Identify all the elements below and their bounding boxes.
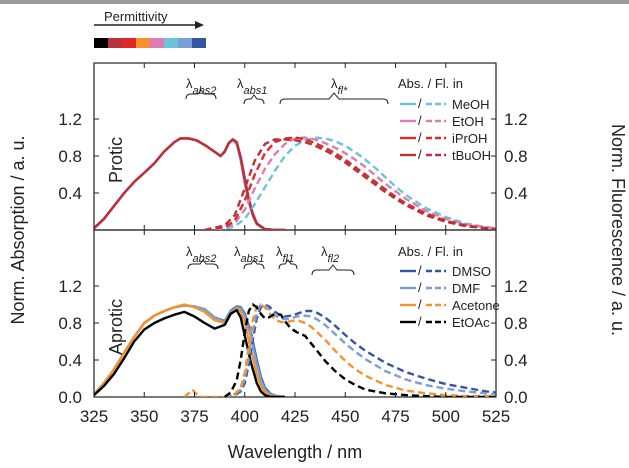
permittivity-swatch bbox=[136, 38, 150, 48]
legend-label: MeOH bbox=[452, 97, 490, 112]
brace-abs1-bottom bbox=[243, 259, 265, 270]
y-tick-label-right: 0.4 bbox=[504, 184, 528, 203]
x-tick-label: 525 bbox=[482, 407, 510, 426]
aprotic-panel-label: Aprotic bbox=[106, 299, 126, 355]
y-tick-label-left: 0.8 bbox=[58, 147, 82, 166]
legend-title-bottom: Abs. / Fl. in bbox=[398, 244, 463, 259]
legend-label: Acetone bbox=[452, 298, 500, 313]
legend-entry-meoh: / MeOH bbox=[400, 96, 490, 112]
legend-entry-etoh: / EtOH bbox=[400, 113, 484, 129]
brace-fl2-bottom bbox=[311, 264, 355, 276]
y-axis-label-left: Norm. Absorption / a. u. bbox=[8, 135, 28, 324]
legend-entry-acetone: / Acetone bbox=[400, 297, 500, 313]
legend-label: EtOAc bbox=[452, 315, 490, 330]
protic-annotations: λabs2 λabs1 λfl* bbox=[185, 76, 389, 105]
permittivity-swatch bbox=[192, 38, 206, 48]
permittivity-swatch bbox=[150, 38, 164, 48]
aprotic-legend-entries: / DMSO / DMF / Acetone / EtOAc bbox=[400, 263, 500, 330]
fluorescence-line-etoac bbox=[223, 303, 496, 397]
x-tick-label: 375 bbox=[180, 407, 208, 426]
legend-slash: / bbox=[418, 113, 422, 128]
brace-abs1-top bbox=[243, 94, 265, 105]
aprotic-plot bbox=[94, 303, 496, 397]
absorption-line-etoac bbox=[94, 308, 285, 397]
protic-panel-label: Protic bbox=[106, 137, 126, 183]
x-tick-label: 325 bbox=[80, 407, 108, 426]
legend-entry-tbuoh: / tBuOH bbox=[400, 147, 491, 163]
legend-entry-etoac: / EtOAc bbox=[400, 314, 490, 330]
y-tick-label-right: 0.0 bbox=[504, 388, 528, 407]
protic-legend: Abs. / Fl. in bbox=[398, 76, 463, 91]
aprotic-annotations: λabs2 λabs1 λfl1 λfl2 bbox=[186, 244, 355, 276]
y-tick-label-left: 1.2 bbox=[58, 110, 82, 129]
legend-label: EtOH bbox=[452, 114, 484, 129]
legend-slash: / bbox=[418, 263, 422, 278]
x-tick-label: 425 bbox=[281, 407, 309, 426]
annotation-fl1-bottom: λfl1 bbox=[276, 244, 294, 265]
annotation-abs1-bottom: λabs1 bbox=[234, 244, 264, 265]
brace-fl-top bbox=[279, 92, 389, 105]
x-tick-label: 400 bbox=[231, 407, 259, 426]
legend-label: tBuOH bbox=[452, 148, 491, 163]
legend-slash: / bbox=[418, 314, 422, 329]
annotation-fl2-bottom: λfl2 bbox=[321, 244, 339, 265]
x-tick-label: 450 bbox=[331, 407, 359, 426]
brace-abs2-bottom bbox=[187, 259, 219, 270]
x-tick-label: 500 bbox=[432, 407, 460, 426]
legend-label: DMF bbox=[452, 281, 480, 296]
fluorescence-line-iproh bbox=[204, 136, 496, 230]
protic-plot bbox=[94, 136, 496, 230]
y-tick-label-left: 1.2 bbox=[58, 277, 82, 296]
y-tick-label-right: 1.2 bbox=[504, 277, 528, 296]
legend-slash: / bbox=[418, 297, 422, 312]
legend-slash: / bbox=[418, 147, 422, 162]
permittivity-color-bar bbox=[94, 38, 206, 48]
brace-abs2-top bbox=[185, 89, 217, 100]
legend-title-top: Abs. / Fl. in bbox=[398, 76, 463, 91]
y-tick-label-left: 0.0 bbox=[58, 388, 82, 407]
fluorescence-line-tbuoh bbox=[204, 138, 496, 230]
annotation-fl-top: λfl* bbox=[331, 76, 348, 97]
legend-entry-dmf: / DMF bbox=[400, 280, 480, 296]
permittivity-swatch bbox=[108, 38, 122, 48]
y-tick-label-left: 0.8 bbox=[58, 314, 82, 333]
y-tick-label-right: 0.4 bbox=[504, 351, 528, 370]
fluorescence-line-dmf bbox=[224, 303, 496, 397]
y-tick-label-right: 0.8 bbox=[504, 314, 528, 333]
permittivity-swatch bbox=[178, 38, 192, 48]
legend-entry-dmso: / DMSO bbox=[400, 263, 491, 279]
fluorescence-line-acetone bbox=[183, 303, 496, 397]
legend-slash: / bbox=[418, 130, 422, 145]
legend-entry-iproh: / iPrOH bbox=[400, 130, 487, 146]
permittivity-arrow bbox=[94, 21, 204, 29]
x-tick-label: 475 bbox=[381, 407, 409, 426]
permittivity-swatch bbox=[94, 38, 108, 48]
fluorescence-line-dmso bbox=[224, 303, 496, 397]
y-tick-label-left: 0.4 bbox=[58, 351, 82, 370]
y-axis-label-right: Norm. Fluorescence / a. u. bbox=[608, 124, 628, 336]
annotation-abs1-top: λabs1 bbox=[237, 76, 267, 97]
legend-slash: / bbox=[418, 96, 422, 111]
y-tick-label-right: 1.2 bbox=[504, 110, 528, 129]
y-tick-label-left: 0.4 bbox=[58, 184, 82, 203]
permittivity-swatch bbox=[122, 38, 136, 48]
absorption-line-acetone bbox=[94, 303, 285, 397]
permittivity-label: Permittivity bbox=[104, 9, 168, 24]
protic-legend-entries: / MeOH / EtOH / iPrOH / tBuOH bbox=[400, 96, 491, 163]
x-tick-label: 350 bbox=[130, 407, 158, 426]
legend-label: iPrOH bbox=[452, 131, 487, 146]
brace-fl1-bottom bbox=[278, 259, 298, 270]
fluorescence-line-meoh bbox=[204, 136, 496, 230]
legend-label: DMSO bbox=[452, 264, 491, 279]
fluorescence-line-etoh bbox=[204, 136, 496, 230]
y-tick-label-right: 0.8 bbox=[504, 147, 528, 166]
aprotic-legend: Abs. / Fl. in bbox=[398, 244, 463, 259]
permittivity-swatch bbox=[164, 38, 178, 48]
annotation-abs2-bottom: λabs2 bbox=[186, 244, 216, 265]
legend-slash: / bbox=[418, 280, 422, 295]
x-axis-label: Wavelength / nm bbox=[228, 442, 362, 462]
top-border-bar bbox=[0, 0, 629, 4]
